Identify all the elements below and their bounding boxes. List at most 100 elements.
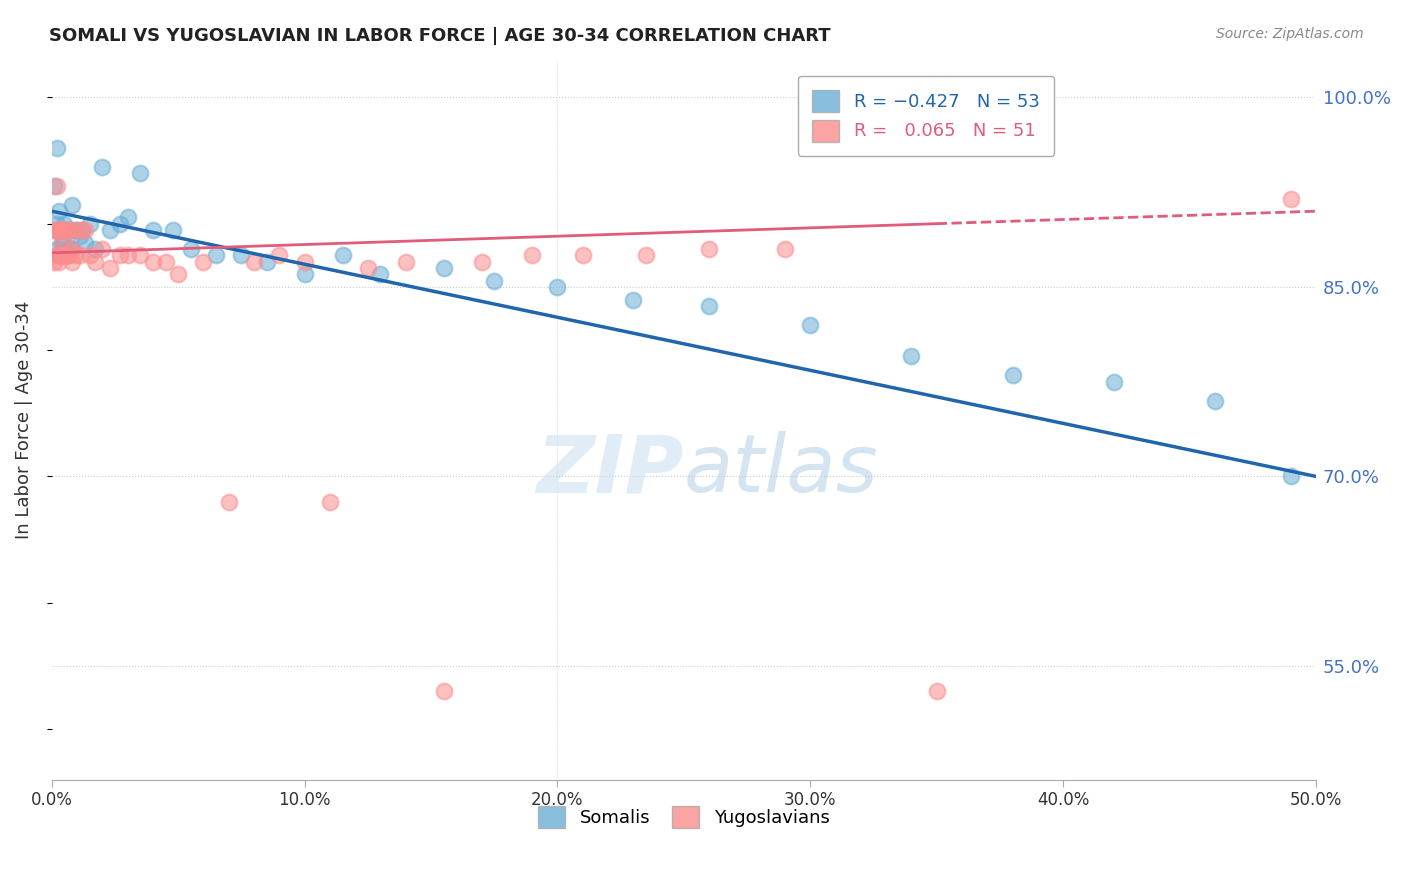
Point <box>621 293 644 307</box>
Point <box>56 223 79 237</box>
Point <box>48 248 70 262</box>
Point <box>53 223 76 237</box>
Point <box>108 217 131 231</box>
Point <box>925 684 948 698</box>
Point <box>51 248 73 262</box>
Point <box>634 248 657 262</box>
Point <box>294 268 316 282</box>
Text: SOMALI VS YUGOSLAVIAN IN LABOR FORCE | AGE 30-34 CORRELATION CHART: SOMALI VS YUGOSLAVIAN IN LABOR FORCE | A… <box>49 27 831 45</box>
Point <box>48 223 70 237</box>
Point <box>697 299 720 313</box>
Point <box>1204 393 1226 408</box>
Point <box>484 274 506 288</box>
Point <box>45 223 67 237</box>
Point <box>73 235 96 250</box>
Point <box>60 242 83 256</box>
Point <box>63 248 86 262</box>
Point <box>162 223 184 237</box>
Point <box>332 248 354 262</box>
Point <box>69 229 91 244</box>
Point <box>98 260 121 275</box>
Point <box>48 254 70 268</box>
Point <box>60 242 83 256</box>
Text: ZIP: ZIP <box>537 431 683 509</box>
Point <box>117 248 139 262</box>
Point <box>44 178 66 193</box>
Point <box>294 254 316 268</box>
Point <box>63 223 86 237</box>
Point <box>44 223 66 237</box>
Point <box>51 248 73 262</box>
Point <box>243 254 266 268</box>
Point <box>73 223 96 237</box>
Point <box>129 166 152 180</box>
Point <box>58 248 80 262</box>
Point <box>900 350 922 364</box>
Text: atlas: atlas <box>683 431 879 509</box>
Point <box>45 141 67 155</box>
Point <box>60 198 83 212</box>
Point <box>48 223 70 237</box>
Point <box>53 217 76 231</box>
Point <box>357 260 380 275</box>
Point <box>48 248 70 262</box>
Point <box>45 248 67 262</box>
Point <box>44 254 66 268</box>
Point <box>51 223 73 237</box>
Point <box>1279 469 1302 483</box>
Point <box>167 268 190 282</box>
Y-axis label: In Labor Force | Age 30-34: In Labor Force | Age 30-34 <box>15 301 32 539</box>
Point <box>98 223 121 237</box>
Point <box>142 254 165 268</box>
Point <box>48 204 70 219</box>
Point <box>433 260 456 275</box>
Point <box>60 254 83 268</box>
Point <box>66 223 89 237</box>
Point <box>91 242 114 256</box>
Point <box>53 235 76 250</box>
Point <box>269 248 291 262</box>
Point <box>83 242 105 256</box>
Point <box>69 248 91 262</box>
Point <box>522 248 544 262</box>
Point <box>370 268 392 282</box>
Point <box>56 248 79 262</box>
Point <box>319 494 342 508</box>
Point <box>433 684 456 698</box>
Point <box>395 254 418 268</box>
Point <box>58 223 80 237</box>
Point <box>231 248 253 262</box>
Point <box>218 494 240 508</box>
Point <box>56 248 79 262</box>
Point <box>83 254 105 268</box>
Point <box>546 280 568 294</box>
Legend: Somalis, Yugoslavians: Somalis, Yugoslavians <box>531 799 837 836</box>
Point <box>108 248 131 262</box>
Point <box>79 217 101 231</box>
Text: Source: ZipAtlas.com: Source: ZipAtlas.com <box>1216 27 1364 41</box>
Point <box>193 254 215 268</box>
Point <box>45 217 67 231</box>
Point <box>51 223 73 237</box>
Point <box>180 242 202 256</box>
Point <box>155 254 177 268</box>
Point <box>70 223 93 237</box>
Point <box>44 223 66 237</box>
Point <box>91 160 114 174</box>
Point <box>697 242 720 256</box>
Point <box>471 254 494 268</box>
Point <box>45 178 67 193</box>
Point <box>571 248 593 262</box>
Point <box>79 248 101 262</box>
Point <box>51 235 73 250</box>
Point <box>129 248 152 262</box>
Point <box>53 248 76 262</box>
Point <box>1279 192 1302 206</box>
Point <box>1102 375 1125 389</box>
Point <box>45 242 67 256</box>
Point <box>256 254 278 268</box>
Point <box>1001 368 1024 383</box>
Point <box>70 223 93 237</box>
Point <box>48 248 70 262</box>
Point <box>58 242 80 256</box>
